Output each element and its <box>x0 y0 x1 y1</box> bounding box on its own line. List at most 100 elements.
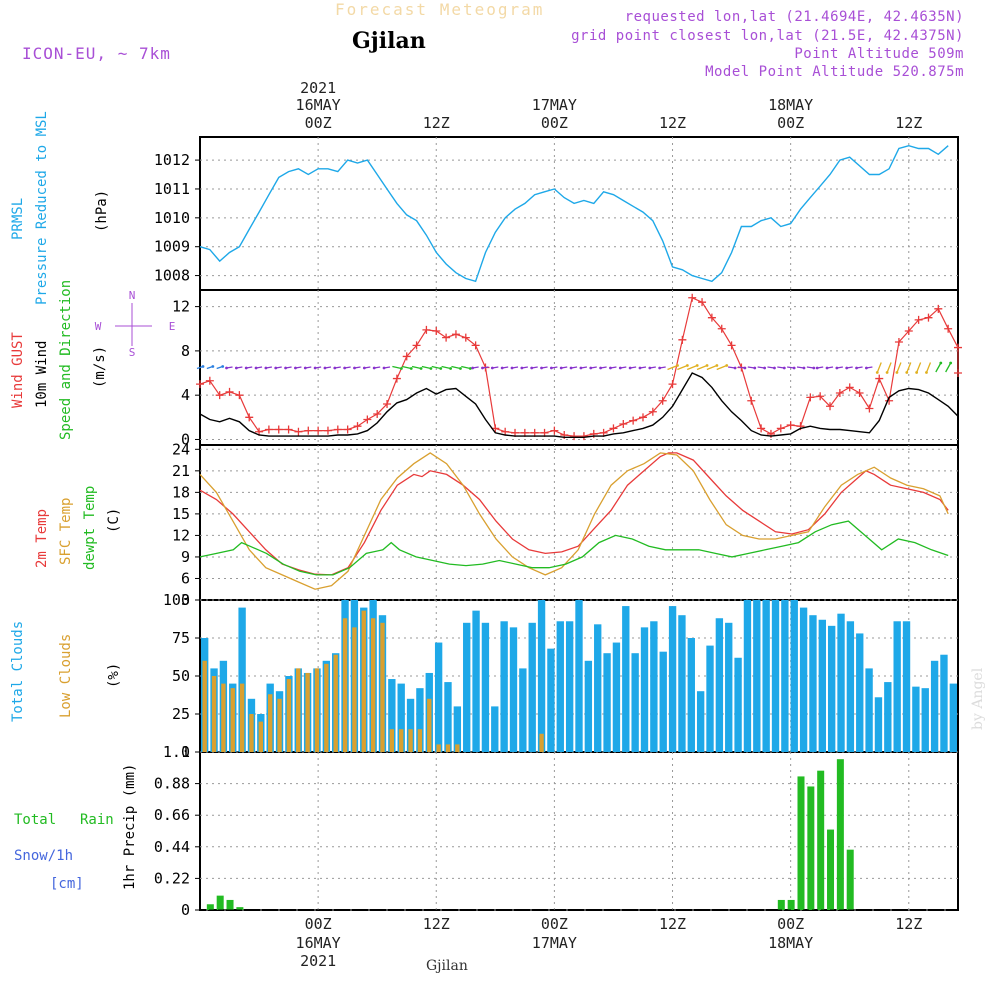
wind-direction-arrow <box>461 365 471 370</box>
wind-gust-marker <box>343 425 352 434</box>
wind-arrow-head <box>303 366 307 370</box>
wind-gust-marker <box>757 424 766 433</box>
wind-arrow-head <box>782 366 786 370</box>
wind-arrow-head <box>885 371 889 374</box>
temp-2m-label: 2m Temp <box>34 509 50 568</box>
wind-arrow-head <box>439 367 443 370</box>
wind-arrow-head <box>569 366 573 370</box>
wind-arrow-head <box>225 366 228 370</box>
total-cloud-bar <box>594 624 602 752</box>
top-date-label: 18MAY <box>768 96 813 114</box>
y-tick-label: 25 <box>172 705 190 723</box>
total-cloud-bar <box>238 607 246 752</box>
y-tick-label: 12 <box>172 526 190 544</box>
prmsl-label: PRMSL <box>10 198 26 240</box>
wind-gust-marker <box>274 425 283 434</box>
chart-title: Forecast Meteogram <box>335 0 545 19</box>
low-cloud-bar <box>221 683 226 752</box>
wind-gust-marker <box>284 425 293 434</box>
wind-arrow-head <box>234 366 238 370</box>
wind-direction-arrow <box>706 364 718 371</box>
wind-direction-arrow <box>716 364 727 371</box>
wind-arrow-head <box>685 364 689 367</box>
wind-arrow-head <box>559 366 563 370</box>
y-tick-label: 1.1 <box>163 743 190 761</box>
wind-gust-marker <box>245 413 254 422</box>
y-tick-label: 50 <box>172 667 190 685</box>
low-cloud-bar <box>342 618 348 752</box>
low-cloud-bar <box>436 744 441 752</box>
y-tick-label: 18 <box>172 483 190 501</box>
wind-direction-arrow <box>421 365 432 370</box>
wind-direction-arrow <box>392 365 402 370</box>
total-cloud-bar <box>668 606 677 752</box>
precip-bar <box>846 849 854 910</box>
wind-gust-marker <box>688 293 697 302</box>
wind-gust-marker <box>215 391 224 400</box>
wind-arrow-head <box>201 365 205 368</box>
model-altitude: Model Point Altitude 520.875m <box>705 64 964 80</box>
total-cloud-bar <box>603 653 611 752</box>
wind-gust-marker <box>451 330 460 339</box>
wind-arrow-head <box>399 367 403 370</box>
wind-gust-marker <box>934 304 943 313</box>
wind-arrow-head <box>549 366 553 370</box>
top-time-label: 12Z <box>659 114 686 132</box>
low-cloud-bar <box>445 744 451 752</box>
wind-gust-marker <box>865 404 874 413</box>
total-cloud-bar <box>725 622 733 752</box>
wind-arrow-head <box>333 366 337 370</box>
precip-bar <box>226 899 234 910</box>
total-cloud-bar <box>453 706 462 752</box>
total-cloud-bar <box>696 691 705 752</box>
total-cloud-bar <box>865 668 873 752</box>
low-cloud-bar <box>249 714 254 752</box>
y-tick-label: 1008 <box>154 267 190 285</box>
total-cloud-bar <box>809 615 817 752</box>
total-cloud-bar <box>397 683 405 752</box>
wind-arrow-head <box>362 366 366 370</box>
total-cloud-bar <box>528 622 536 752</box>
wind-gust-marker <box>422 325 431 334</box>
wind-arrow-head <box>915 371 919 374</box>
total-cloud-bar <box>743 600 752 752</box>
wind-gust-marker <box>402 352 411 361</box>
total-cloud-bar <box>612 642 621 752</box>
total-cloud-bar <box>575 600 583 752</box>
precip-bar <box>827 829 835 910</box>
wind-arrow-head <box>589 366 593 370</box>
wind-gust-marker <box>727 341 736 350</box>
total-cloud-bar <box>509 627 518 752</box>
top-time-label: 00Z <box>777 114 804 132</box>
wind-arrow-head <box>825 366 829 370</box>
bottom-date-label: 16MAY <box>296 934 341 952</box>
bottom-date-label: 17MAY <box>532 934 577 952</box>
wind-gust-marker <box>442 333 451 342</box>
wind-gust-marker <box>264 425 273 434</box>
y-tick-label: 1009 <box>154 238 190 256</box>
wind-arrow-head <box>530 366 534 370</box>
low-cloud-bar <box>277 698 282 752</box>
y-tick-label: 24 <box>172 440 190 458</box>
low-cloud-bar <box>324 663 329 752</box>
wind-arrow-head <box>468 367 472 370</box>
gridpoint-coords: grid point closest lon,lat (21.5E, 42.43… <box>571 28 964 44</box>
wind-gust-marker <box>894 338 903 347</box>
panel-frame <box>199 751 959 911</box>
wind-arrow-head <box>579 366 583 370</box>
temp-sfc-label: SFC Temp <box>58 498 74 565</box>
wind-arrow-head <box>323 366 327 370</box>
top-date-label: 16MAY <box>296 96 341 114</box>
wind-gust-marker <box>678 335 687 344</box>
wind-gust-marker <box>550 426 559 435</box>
precip-bar <box>236 907 244 910</box>
wind-arrow-head <box>599 366 603 370</box>
cloud-side-labels: Total Clouds Low Clouds (%) <box>10 621 122 722</box>
wind-arrow-head <box>510 366 514 370</box>
wind-arrow-head <box>459 367 462 370</box>
wind-arrow-head <box>449 367 453 370</box>
wind-arrow-head <box>855 366 858 370</box>
compass-e: E <box>169 320 176 333</box>
wind-10m-line <box>199 372 959 438</box>
y-tick-label: 0.66 <box>154 806 190 824</box>
